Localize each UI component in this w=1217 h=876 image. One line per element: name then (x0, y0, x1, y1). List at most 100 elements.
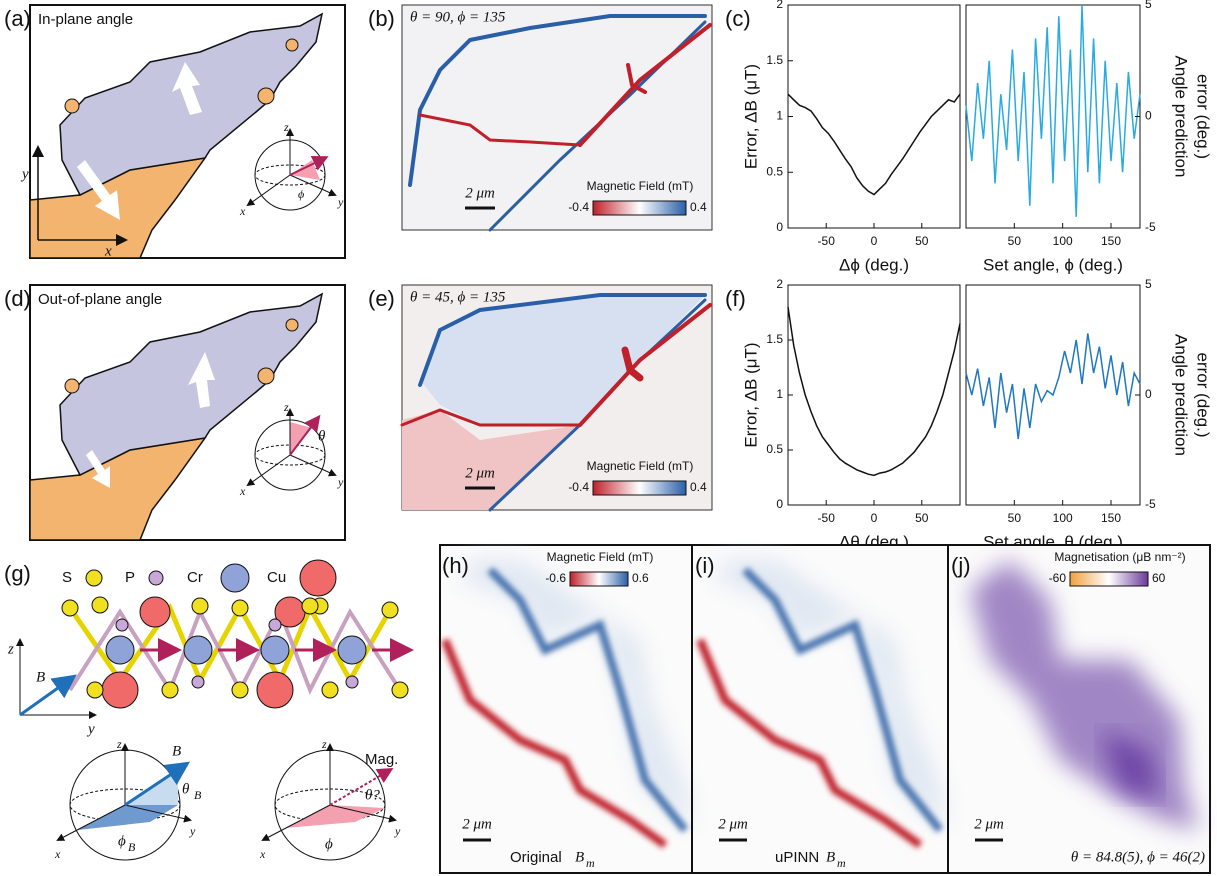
axis-label: y (337, 195, 344, 209)
atom-key (220, 563, 250, 593)
axis-label: z (321, 737, 327, 751)
panel-label: (f) (725, 286, 746, 311)
colorbar-tick: -0.4 (568, 480, 589, 494)
domain (420, 295, 705, 425)
y-tick-label: 0.5 (766, 442, 783, 456)
blob (64, 378, 80, 394)
y-tick-label: 0.5 (766, 164, 783, 178)
panel-label: (d) (4, 286, 31, 311)
image (401, 4, 713, 231)
blob (64, 98, 80, 114)
y-tick-label: -5 (1145, 220, 1156, 234)
y-tick-label: 0 (776, 220, 783, 234)
y-tick-label: 1 (776, 109, 783, 123)
panel-label: (a) (4, 6, 31, 31)
axis-label: z (283, 400, 289, 414)
map-j (970, 560, 1200, 830)
field-vector (19, 674, 77, 717)
caption: Original (510, 849, 562, 866)
legend-label: S (62, 569, 72, 586)
arrow (188, 352, 215, 408)
data-line (965, 4, 1141, 217)
scale-label: 2 μm (462, 816, 492, 832)
x-tick-label: -50 (818, 511, 836, 525)
axis-label: y (86, 721, 95, 737)
y-axis-label: Error, ΔB (μT) (741, 64, 760, 169)
arrow (172, 62, 202, 115)
panel-label: (c) (725, 6, 751, 31)
panel-title: In-plane angle (38, 11, 133, 28)
blob (257, 367, 275, 385)
y-axis-label: error (deg.) (1194, 74, 1213, 159)
angle-subscript: B (194, 788, 202, 802)
caption-symbol: B (826, 849, 835, 865)
field-label: B (36, 669, 45, 685)
caption-symbol: B (575, 849, 584, 865)
panel-b: (b) θ = 90, ϕ = 135 2 μm Magnetic Field … (368, 4, 713, 232)
axis (246, 454, 291, 487)
colorbar-tick: 60 (1152, 571, 1166, 585)
x-tick-label: 100 (1053, 234, 1073, 248)
vector (289, 414, 321, 456)
x-tick-label: -50 (818, 234, 836, 248)
panel-label: (j) (951, 553, 971, 578)
y-axis-label: Angle prediction (1172, 334, 1191, 456)
blob (257, 87, 275, 105)
colorbar-tick: 0.4 (690, 200, 707, 214)
map-i (696, 560, 945, 849)
panel-g: (g) S P Cr Cu z y B z x y B θ B ϕ B z (4, 559, 414, 861)
y-tick-label: -5 (1145, 497, 1156, 511)
y-tick-label: 0 (776, 497, 783, 511)
atom-key (299, 559, 337, 597)
axis (124, 804, 192, 823)
axis-label: z (116, 737, 122, 751)
y-tick-label: 5 (1145, 0, 1152, 11)
angle-label: θ? (365, 787, 380, 803)
colorbar (592, 200, 687, 216)
axis (261, 804, 331, 841)
axis-label: z (283, 120, 289, 134)
domain (402, 410, 580, 510)
y-axis-label: Angle prediction (1172, 56, 1191, 178)
domain-walls (408, 14, 712, 232)
axis-label: x (104, 243, 112, 259)
arrow (77, 160, 120, 220)
x-tick-label: 150 (1101, 234, 1121, 248)
panel-e: (e) θ = 45, ϕ = 135 2 μm Magnetic Field … (368, 284, 713, 512)
sphere-equator (254, 444, 326, 466)
caption: uPINN (775, 849, 819, 866)
image-title: θ = 45, ϕ = 135 (410, 289, 506, 305)
angle-subscript: B (128, 840, 136, 854)
axis (329, 804, 397, 823)
x-tick-label: 100 (1053, 511, 1073, 525)
plot-frame (965, 4, 1141, 229)
legend-label: P (125, 569, 135, 586)
x-tick-label: 0 (871, 511, 878, 525)
data-line (965, 333, 1141, 440)
x-axis-label: Set angle, ϕ (deg.) (983, 255, 1123, 274)
mag-label: Mag. (365, 751, 398, 768)
axis (246, 174, 291, 207)
colorbar-title: Magnetic Field (mT) (547, 550, 654, 564)
axis-label: x (259, 847, 266, 861)
axis (289, 174, 337, 197)
colorbar-tick: 0.6 (632, 571, 649, 585)
panel-label: (e) (368, 286, 395, 311)
vector (289, 156, 329, 176)
crystal (61, 596, 409, 709)
angle-label: θ (318, 428, 326, 444)
panel-a: (a) In-plane angle y x z x y ϕ (4, 4, 346, 259)
x-axis-label: Δϕ (deg.) (839, 255, 909, 274)
colorbar-title: Magnetisation (μB nm⁻²) (1054, 550, 1185, 564)
data-line (787, 93, 961, 196)
scale-label: 2 μm (974, 816, 1004, 832)
map-h (441, 560, 690, 849)
colorbar (1069, 571, 1149, 587)
image-title: θ = 90, ϕ = 135 (410, 9, 506, 25)
angle-label: θ (182, 781, 190, 797)
x-tick-label: 50 (1008, 511, 1022, 525)
angle-label: ϕ (325, 836, 333, 852)
sphere-equator (69, 788, 181, 822)
legend-label: Cr (187, 569, 203, 586)
